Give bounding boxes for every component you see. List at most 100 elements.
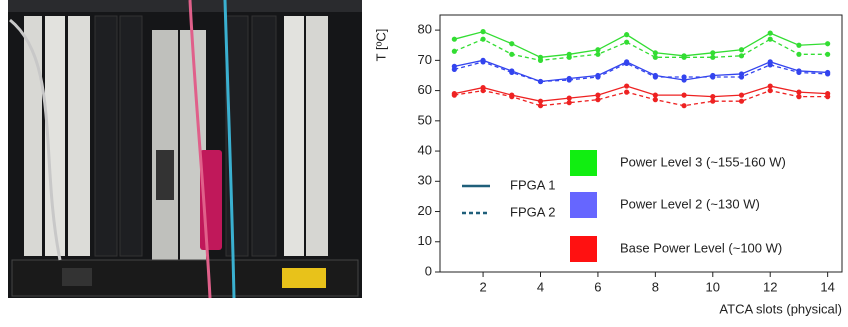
filler-panel xyxy=(284,16,304,256)
series-line xyxy=(454,85,828,102)
x-tick-label: 12 xyxy=(763,279,777,294)
filler-panel xyxy=(68,16,90,256)
x-axis-label: ATCA slots (physical) xyxy=(719,301,842,316)
y-tick-label: 50 xyxy=(418,112,432,127)
data-point xyxy=(624,89,630,95)
data-point xyxy=(767,83,773,89)
data-point xyxy=(509,69,515,76)
data-point xyxy=(681,103,687,109)
y-tick-label: 20 xyxy=(418,203,432,218)
x-tick-label: 2 xyxy=(479,279,486,294)
blue-cable xyxy=(223,0,236,299)
data-point xyxy=(537,98,544,104)
data-point xyxy=(738,53,745,59)
x-tick-label: 4 xyxy=(537,279,544,294)
data-point xyxy=(652,92,658,98)
data-point xyxy=(710,54,716,60)
data-point xyxy=(566,100,572,106)
data-point xyxy=(710,94,716,100)
label-sticker xyxy=(282,268,326,288)
x-tick-label: 14 xyxy=(820,279,834,294)
y-tick-label: 10 xyxy=(418,233,432,248)
data-point xyxy=(509,94,515,100)
x-tick-label: 10 xyxy=(706,279,720,294)
y-axis-label: T [ºC] xyxy=(373,29,388,62)
data-point xyxy=(825,94,831,100)
data-point xyxy=(796,94,802,100)
legend-label: Base Power Level (~100 W) xyxy=(620,240,782,255)
connector xyxy=(62,268,92,286)
legend-swatch xyxy=(570,150,597,176)
empty-slot xyxy=(94,15,118,257)
y-tick-label: 30 xyxy=(418,173,432,188)
data-point xyxy=(681,74,687,80)
data-point xyxy=(825,41,831,47)
pink-cable xyxy=(188,0,212,299)
grey-cable xyxy=(9,18,62,261)
data-point xyxy=(595,74,601,80)
data-point xyxy=(681,92,687,98)
data-point xyxy=(767,62,773,68)
data-point xyxy=(652,50,658,56)
data-point xyxy=(480,29,486,35)
filler-panel xyxy=(45,16,65,256)
data-point xyxy=(710,98,716,104)
legend-label: Power Level 3 (~155-160 W) xyxy=(620,154,786,169)
data-point xyxy=(681,54,687,60)
crate-photo xyxy=(8,0,362,299)
legend-swatch xyxy=(570,236,597,262)
data-point xyxy=(537,103,544,109)
series-line xyxy=(454,30,828,58)
y-tick-label: 70 xyxy=(418,52,432,67)
data-point xyxy=(767,30,773,36)
data-point xyxy=(509,51,515,57)
data-point xyxy=(624,60,630,66)
plot-frame xyxy=(439,14,843,273)
data-point xyxy=(738,74,745,80)
data-point xyxy=(738,98,745,104)
empty-slot xyxy=(251,15,277,257)
data-point xyxy=(825,51,831,57)
empty-slot xyxy=(119,15,143,257)
data-point xyxy=(825,71,831,77)
data-point xyxy=(595,51,601,57)
data-point xyxy=(767,36,773,42)
board-front-panel xyxy=(152,30,178,260)
data-point xyxy=(624,32,630,38)
data-point xyxy=(451,66,457,73)
data-point xyxy=(595,47,601,53)
crate-top-rail xyxy=(8,0,362,12)
data-point xyxy=(451,48,457,54)
legend-label: FPGA 1 xyxy=(510,177,556,192)
series-line xyxy=(454,89,828,107)
series-line xyxy=(454,38,828,62)
data-point xyxy=(537,57,544,63)
series-line xyxy=(454,61,828,83)
data-point xyxy=(566,54,572,60)
data-point xyxy=(451,92,457,98)
rj45-ports xyxy=(156,150,174,200)
y-tick-label: 0 xyxy=(425,263,432,278)
y-tick-label: 80 xyxy=(418,22,432,37)
data-point xyxy=(537,78,544,85)
data-point xyxy=(796,42,802,48)
data-point xyxy=(738,47,745,53)
filler-panel xyxy=(306,16,328,256)
data-point xyxy=(451,36,457,42)
data-point xyxy=(796,69,802,76)
legend-swatch xyxy=(570,192,597,218)
x-tick-label: 8 xyxy=(652,279,659,294)
data-point xyxy=(710,74,716,80)
data-point xyxy=(738,92,745,98)
data-point xyxy=(652,74,658,80)
y-tick-label: 60 xyxy=(418,82,432,97)
data-point xyxy=(652,54,658,60)
data-point xyxy=(480,36,486,42)
filler-panel xyxy=(24,16,42,256)
data-point xyxy=(480,87,486,94)
series-line xyxy=(454,59,828,83)
data-point xyxy=(595,92,601,98)
data-point xyxy=(595,97,601,103)
